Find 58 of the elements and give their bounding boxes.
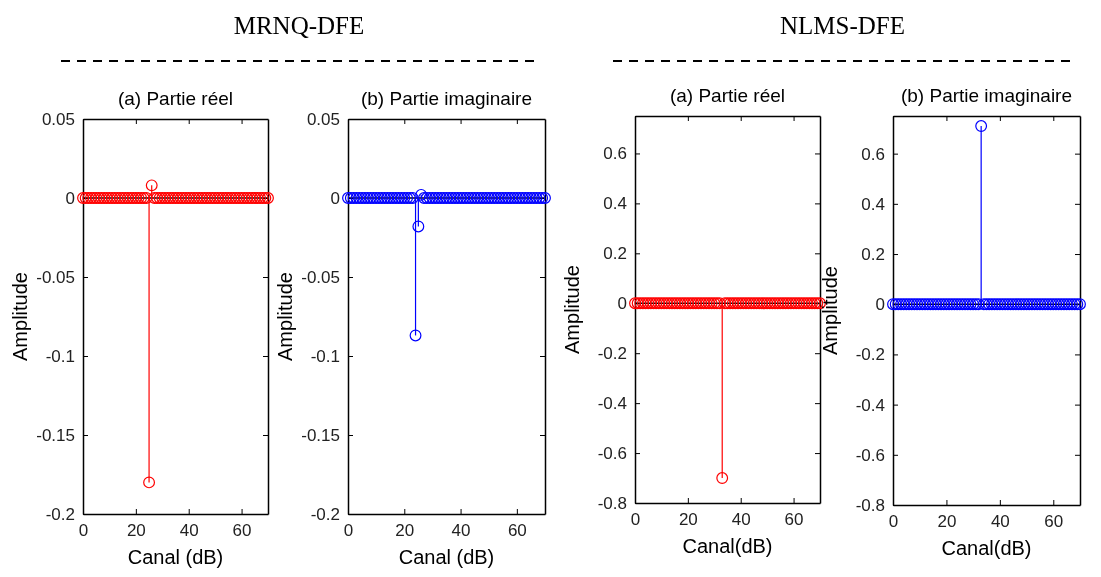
y-tick-label: 0 [875,295,885,315]
x-tick-label: 60 [507,521,527,541]
x-tick-label: 60 [1044,512,1064,532]
x-tick-label: 0 [888,512,899,532]
x-tick-label: 40 [731,510,751,530]
y-tick-label: -0.1 [310,346,340,366]
y-tick-label: -0.2 [855,345,885,365]
x-axis-title: Canal(dB) [941,537,1032,559]
y-tick-label: -0.8 [597,493,627,513]
x-tick-label: 20 [395,521,415,541]
y-tick-label: 0.05 [41,109,75,129]
y-tick-label: 0 [617,294,627,314]
x-tick-label: 0 [630,510,641,530]
x-tick-label: 40 [990,512,1010,532]
y-tick-label: -0.15 [301,425,340,445]
y-tick-label: 0.4 [861,194,885,214]
y-axis-title: Amplitude [819,266,841,355]
x-tick-label: 60 [232,521,252,541]
x-tick-label: 40 [451,521,471,541]
x-tick-label: 40 [179,521,199,541]
y-tick-label: 0.6 [603,144,627,164]
x-tick-label: 20 [678,510,698,530]
y-tick-label: -0.05 [301,267,340,287]
y-axis-title: Amplitude [9,272,31,361]
y-tick-label: -0.4 [597,394,627,414]
x-axis-title: Canal (dB) [127,546,224,568]
chart-title: (b) Partie imaginaire [900,85,1073,106]
y-axis-title: Amplitude [274,272,296,361]
chart-title: (a) Partie réel [117,88,234,109]
x-tick-label: 60 [784,510,804,530]
y-tick-label: -0.6 [597,444,627,463]
y-tick-label: -0.2 [310,504,340,524]
y-tick-label: 0.05 [306,109,340,129]
x-axis-title: Canal (dB) [398,546,495,568]
x-tick-label: 20 [937,512,957,532]
chart-title: (b) Partie imaginaire [360,88,533,109]
y-tick-label: 0 [65,188,75,208]
x-tick-label: 20 [126,521,146,541]
y-tick-label: 0 [330,188,340,208]
y-tick-label: -0.8 [855,495,885,515]
y-tick-label: -0.05 [36,267,75,287]
y-axis-title: Amplitude [561,265,583,354]
y-tick-label: 0.4 [603,194,627,214]
y-tick-label: -0.15 [36,425,75,445]
x-axis-title: Canal(dB) [682,535,773,557]
x-tick-label: 0 [78,521,89,541]
text: NLMS-DFE [779,12,906,39]
y-tick-label: 0.2 [603,244,627,264]
y-tick-label: -0.2 [45,504,75,524]
y-tick-label: 0.6 [861,144,885,164]
y-tick-label: -0.1 [45,346,75,366]
y-tick-label: -0.4 [855,395,885,415]
text: MRNQ-DFE [233,12,365,39]
y-tick-label: -0.2 [597,344,627,364]
y-tick-label: 0.2 [861,244,885,264]
y-tick-label: -0.6 [855,445,885,465]
chart-title: (a) Partie réel [669,85,786,106]
x-tick-label: 0 [343,521,354,541]
